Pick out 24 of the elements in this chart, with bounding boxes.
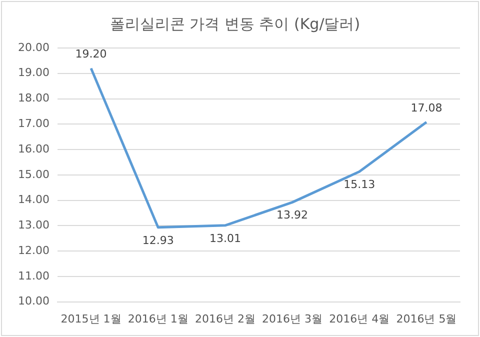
y-tick-label: 16.00 — [18, 142, 50, 156]
y-tick-label: 20.00 — [18, 40, 50, 54]
y-tick-label: 13.00 — [18, 218, 50, 232]
x-tick-label: 2016년 3월 — [262, 312, 323, 326]
x-tick-label: 2016년 5월 — [396, 312, 457, 326]
y-tick-label: 17.00 — [18, 117, 50, 130]
chart-title: 폴리실리콘 가격 변동 추이 (Kg/달러) — [110, 14, 360, 33]
data-label: 13.01 — [209, 232, 241, 245]
data-label: 17.08 — [410, 101, 442, 114]
y-tick-label: 14.00 — [18, 193, 50, 206]
data-label: 19.20 — [75, 48, 107, 61]
y-tick-label: 19.00 — [18, 66, 50, 80]
x-tick-label: 2016년 1월 — [128, 312, 188, 326]
y-tick-label: 18.00 — [18, 92, 50, 105]
y-tick-label: 12.00 — [18, 244, 50, 257]
data-label: 12.93 — [142, 234, 174, 247]
y-tick-label: 10.00 — [18, 294, 50, 308]
x-tick-label: 2016년 2월 — [194, 312, 256, 326]
data-label: 13.92 — [276, 208, 308, 222]
y-tick-label: 15.00 — [18, 168, 50, 181]
data-label: 15.13 — [344, 178, 376, 191]
x-tick-label: 2016년 4월 — [329, 312, 390, 326]
y-tick-label: 11.00 — [18, 269, 50, 282]
x-tick-label: 2015년 1월 — [60, 312, 122, 326]
